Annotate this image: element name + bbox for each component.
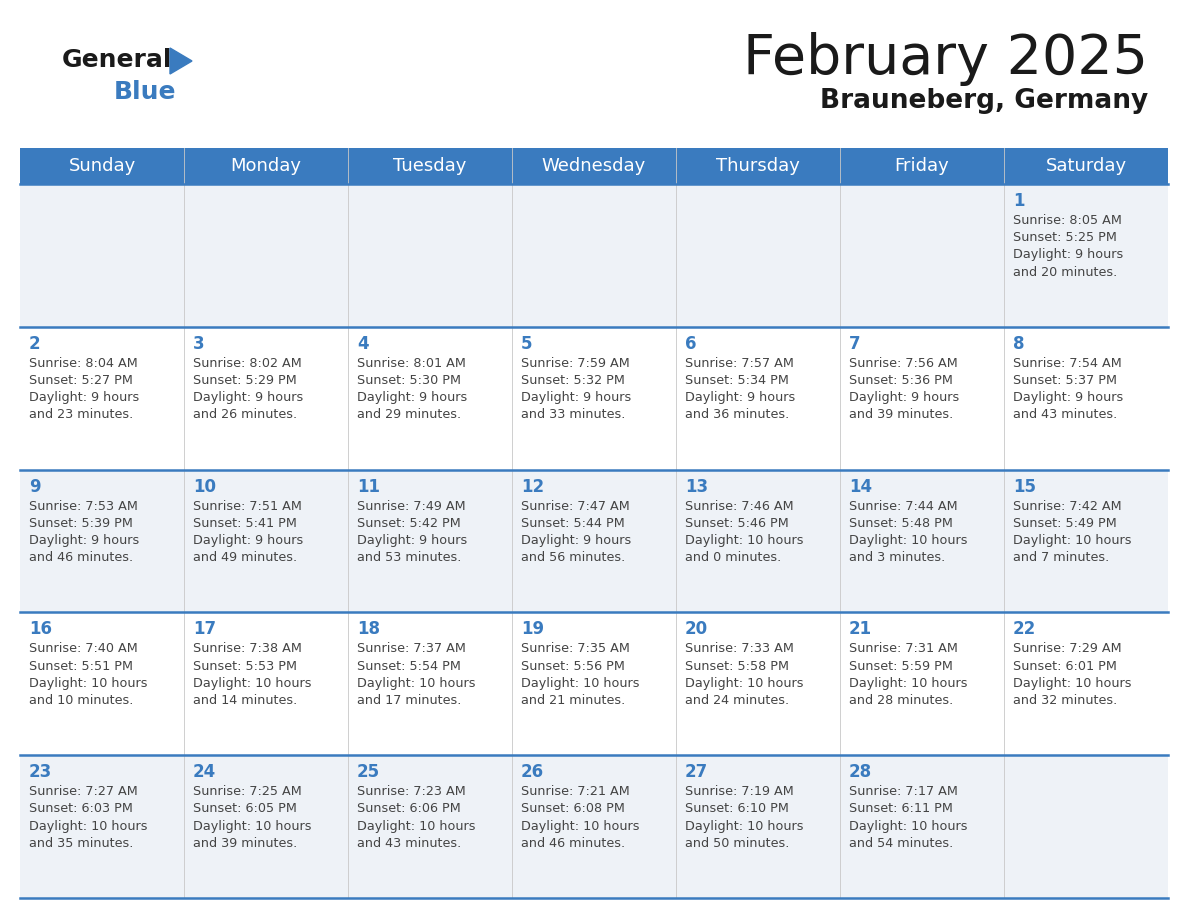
Text: 5: 5 bbox=[522, 335, 532, 353]
Bar bbox=[20, 612, 1168, 756]
Text: 14: 14 bbox=[849, 477, 872, 496]
Text: 1: 1 bbox=[1013, 192, 1024, 210]
Text: 3: 3 bbox=[192, 335, 204, 353]
Bar bbox=[20, 470, 1168, 612]
Text: 4: 4 bbox=[358, 335, 368, 353]
Text: 9: 9 bbox=[29, 477, 40, 496]
Text: Sunrise: 7:46 AM
Sunset: 5:46 PM
Daylight: 10 hours
and 0 minutes.: Sunrise: 7:46 AM Sunset: 5:46 PM Dayligh… bbox=[685, 499, 803, 565]
Text: Sunrise: 7:54 AM
Sunset: 5:37 PM
Daylight: 9 hours
and 43 minutes.: Sunrise: 7:54 AM Sunset: 5:37 PM Dayligh… bbox=[1013, 357, 1123, 421]
Text: Thursday: Thursday bbox=[716, 157, 800, 175]
Text: 2: 2 bbox=[29, 335, 40, 353]
Text: Sunrise: 7:57 AM
Sunset: 5:34 PM
Daylight: 9 hours
and 36 minutes.: Sunrise: 7:57 AM Sunset: 5:34 PM Dayligh… bbox=[685, 357, 795, 421]
Polygon shape bbox=[170, 48, 192, 74]
Text: Sunrise: 7:59 AM
Sunset: 5:32 PM
Daylight: 9 hours
and 33 minutes.: Sunrise: 7:59 AM Sunset: 5:32 PM Dayligh… bbox=[522, 357, 631, 421]
Text: 11: 11 bbox=[358, 477, 380, 496]
Text: 21: 21 bbox=[849, 621, 872, 638]
Text: 7: 7 bbox=[849, 335, 860, 353]
Text: 10: 10 bbox=[192, 477, 216, 496]
Text: Wednesday: Wednesday bbox=[542, 157, 646, 175]
Text: Sunrise: 7:17 AM
Sunset: 6:11 PM
Daylight: 10 hours
and 54 minutes.: Sunrise: 7:17 AM Sunset: 6:11 PM Dayligh… bbox=[849, 785, 967, 850]
Text: 25: 25 bbox=[358, 763, 380, 781]
Bar bbox=[20, 184, 1168, 327]
Text: Friday: Friday bbox=[895, 157, 949, 175]
Text: Sunrise: 8:04 AM
Sunset: 5:27 PM
Daylight: 9 hours
and 23 minutes.: Sunrise: 8:04 AM Sunset: 5:27 PM Dayligh… bbox=[29, 357, 139, 421]
Text: Sunrise: 7:38 AM
Sunset: 5:53 PM
Daylight: 10 hours
and 14 minutes.: Sunrise: 7:38 AM Sunset: 5:53 PM Dayligh… bbox=[192, 643, 311, 707]
Text: Sunrise: 7:37 AM
Sunset: 5:54 PM
Daylight: 10 hours
and 17 minutes.: Sunrise: 7:37 AM Sunset: 5:54 PM Dayligh… bbox=[358, 643, 475, 707]
Text: 28: 28 bbox=[849, 763, 872, 781]
Text: 26: 26 bbox=[522, 763, 544, 781]
Text: Sunrise: 8:02 AM
Sunset: 5:29 PM
Daylight: 9 hours
and 26 minutes.: Sunrise: 8:02 AM Sunset: 5:29 PM Dayligh… bbox=[192, 357, 303, 421]
Text: Monday: Monday bbox=[230, 157, 302, 175]
Text: Sunrise: 7:42 AM
Sunset: 5:49 PM
Daylight: 10 hours
and 7 minutes.: Sunrise: 7:42 AM Sunset: 5:49 PM Dayligh… bbox=[1013, 499, 1131, 565]
Text: Sunrise: 7:27 AM
Sunset: 6:03 PM
Daylight: 10 hours
and 35 minutes.: Sunrise: 7:27 AM Sunset: 6:03 PM Dayligh… bbox=[29, 785, 147, 850]
Text: February 2025: February 2025 bbox=[742, 32, 1148, 86]
Text: Sunday: Sunday bbox=[69, 157, 135, 175]
Text: Sunrise: 7:51 AM
Sunset: 5:41 PM
Daylight: 9 hours
and 49 minutes.: Sunrise: 7:51 AM Sunset: 5:41 PM Dayligh… bbox=[192, 499, 303, 565]
Text: 23: 23 bbox=[29, 763, 52, 781]
Text: Sunrise: 7:49 AM
Sunset: 5:42 PM
Daylight: 9 hours
and 53 minutes.: Sunrise: 7:49 AM Sunset: 5:42 PM Dayligh… bbox=[358, 499, 467, 565]
Bar bbox=[20, 756, 1168, 898]
Text: Sunrise: 7:35 AM
Sunset: 5:56 PM
Daylight: 10 hours
and 21 minutes.: Sunrise: 7:35 AM Sunset: 5:56 PM Dayligh… bbox=[522, 643, 639, 707]
Text: Sunrise: 8:01 AM
Sunset: 5:30 PM
Daylight: 9 hours
and 29 minutes.: Sunrise: 8:01 AM Sunset: 5:30 PM Dayligh… bbox=[358, 357, 467, 421]
Text: Blue: Blue bbox=[114, 80, 177, 104]
Bar bbox=[20, 148, 1168, 184]
Text: Sunrise: 7:56 AM
Sunset: 5:36 PM
Daylight: 9 hours
and 39 minutes.: Sunrise: 7:56 AM Sunset: 5:36 PM Dayligh… bbox=[849, 357, 959, 421]
Text: Sunrise: 7:29 AM
Sunset: 6:01 PM
Daylight: 10 hours
and 32 minutes.: Sunrise: 7:29 AM Sunset: 6:01 PM Dayligh… bbox=[1013, 643, 1131, 707]
Text: 22: 22 bbox=[1013, 621, 1036, 638]
Text: 17: 17 bbox=[192, 621, 216, 638]
Text: Saturday: Saturday bbox=[1045, 157, 1126, 175]
Text: 16: 16 bbox=[29, 621, 52, 638]
Text: 24: 24 bbox=[192, 763, 216, 781]
Text: 27: 27 bbox=[685, 763, 708, 781]
Text: Sunrise: 7:40 AM
Sunset: 5:51 PM
Daylight: 10 hours
and 10 minutes.: Sunrise: 7:40 AM Sunset: 5:51 PM Dayligh… bbox=[29, 643, 147, 707]
Text: Sunrise: 7:25 AM
Sunset: 6:05 PM
Daylight: 10 hours
and 39 minutes.: Sunrise: 7:25 AM Sunset: 6:05 PM Dayligh… bbox=[192, 785, 311, 850]
Text: 13: 13 bbox=[685, 477, 708, 496]
Text: Sunrise: 7:33 AM
Sunset: 5:58 PM
Daylight: 10 hours
and 24 minutes.: Sunrise: 7:33 AM Sunset: 5:58 PM Dayligh… bbox=[685, 643, 803, 707]
Text: Sunrise: 7:19 AM
Sunset: 6:10 PM
Daylight: 10 hours
and 50 minutes.: Sunrise: 7:19 AM Sunset: 6:10 PM Dayligh… bbox=[685, 785, 803, 850]
Text: 19: 19 bbox=[522, 621, 544, 638]
Text: 15: 15 bbox=[1013, 477, 1036, 496]
Text: Sunrise: 7:23 AM
Sunset: 6:06 PM
Daylight: 10 hours
and 43 minutes.: Sunrise: 7:23 AM Sunset: 6:06 PM Dayligh… bbox=[358, 785, 475, 850]
Text: Sunrise: 7:21 AM
Sunset: 6:08 PM
Daylight: 10 hours
and 46 minutes.: Sunrise: 7:21 AM Sunset: 6:08 PM Dayligh… bbox=[522, 785, 639, 850]
Bar bbox=[20, 327, 1168, 470]
Text: 18: 18 bbox=[358, 621, 380, 638]
Text: 20: 20 bbox=[685, 621, 708, 638]
Text: Sunrise: 7:53 AM
Sunset: 5:39 PM
Daylight: 9 hours
and 46 minutes.: Sunrise: 7:53 AM Sunset: 5:39 PM Dayligh… bbox=[29, 499, 139, 565]
Text: 8: 8 bbox=[1013, 335, 1024, 353]
Text: Sunrise: 8:05 AM
Sunset: 5:25 PM
Daylight: 9 hours
and 20 minutes.: Sunrise: 8:05 AM Sunset: 5:25 PM Dayligh… bbox=[1013, 214, 1123, 278]
Text: 6: 6 bbox=[685, 335, 696, 353]
Text: Sunrise: 7:47 AM
Sunset: 5:44 PM
Daylight: 9 hours
and 56 minutes.: Sunrise: 7:47 AM Sunset: 5:44 PM Dayligh… bbox=[522, 499, 631, 565]
Text: 12: 12 bbox=[522, 477, 544, 496]
Text: Tuesday: Tuesday bbox=[393, 157, 467, 175]
Text: General: General bbox=[62, 48, 172, 72]
Text: Brauneberg, Germany: Brauneberg, Germany bbox=[820, 88, 1148, 114]
Text: Sunrise: 7:44 AM
Sunset: 5:48 PM
Daylight: 10 hours
and 3 minutes.: Sunrise: 7:44 AM Sunset: 5:48 PM Dayligh… bbox=[849, 499, 967, 565]
Text: Sunrise: 7:31 AM
Sunset: 5:59 PM
Daylight: 10 hours
and 28 minutes.: Sunrise: 7:31 AM Sunset: 5:59 PM Dayligh… bbox=[849, 643, 967, 707]
